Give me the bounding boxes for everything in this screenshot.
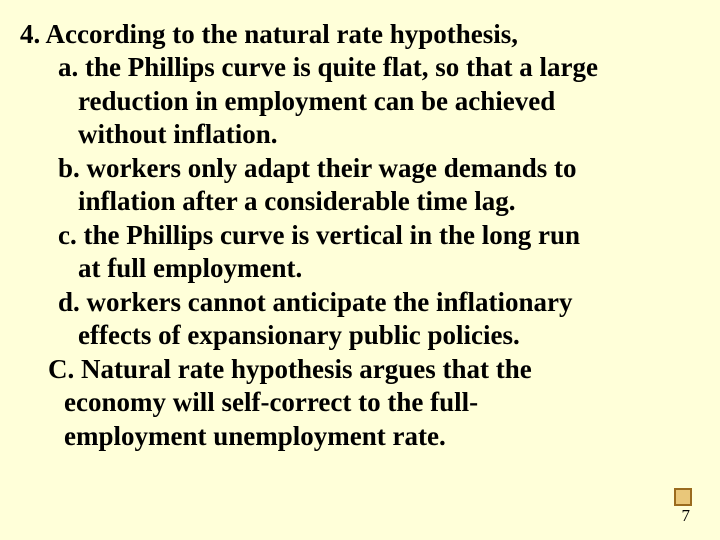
option-a-line-1: a. the Phillips curve is quite flat, so … [20,51,700,84]
slide: 4. According to the natural rate hypothe… [0,0,720,540]
page-number: 7 [682,506,691,526]
corner-square-icon [674,488,692,506]
option-b-line-1: b. workers only adapt their wage demands… [20,152,700,185]
question-stem: According to the natural rate hypothesis… [46,19,518,49]
question-number: 4. [20,19,40,49]
option-c-line-2: at full employment. [20,252,700,285]
option-a-line-2: reduction in employment can be achieved [20,85,700,118]
option-b-line-2: inflation after a considerable time lag. [20,185,700,218]
question-stem-line: 4. According to the natural rate hypothe… [20,18,700,51]
answer-line-2: economy will self-correct to the full- [20,386,700,419]
option-c-line-1: c. the Phillips curve is vertical in the… [20,219,700,252]
option-d-line-2: effects of expansionary public policies. [20,319,700,352]
option-a-line-3: without inflation. [20,118,700,151]
answer-line-1: C. Natural rate hypothesis argues that t… [20,353,700,386]
option-d-line-1: d. workers cannot anticipate the inflati… [20,286,700,319]
answer-line-3: employment unemployment rate. [20,420,700,453]
